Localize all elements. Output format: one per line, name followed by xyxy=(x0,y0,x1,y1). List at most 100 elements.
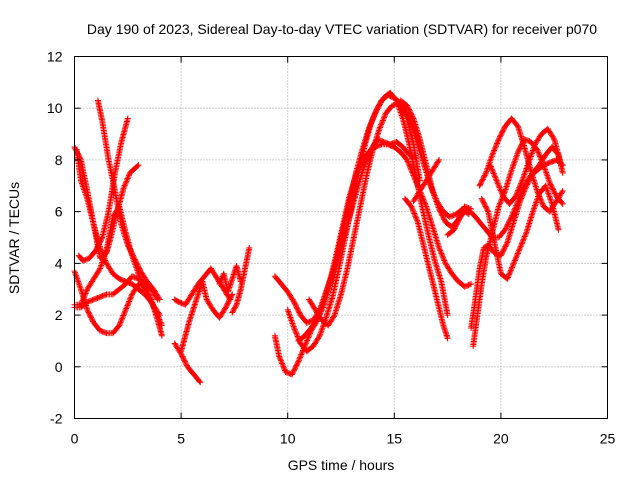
data-point xyxy=(121,183,128,190)
y-tick-label: 0 xyxy=(55,359,63,375)
data-point xyxy=(118,276,125,283)
data-point xyxy=(515,186,522,193)
data-point xyxy=(289,370,296,377)
data-point xyxy=(477,181,484,188)
data-point xyxy=(441,258,448,265)
data-point xyxy=(386,141,393,148)
data-point xyxy=(516,183,523,190)
data-point xyxy=(99,292,106,299)
series-s26 xyxy=(487,125,564,207)
data-point xyxy=(353,171,360,178)
data-point xyxy=(83,256,90,263)
data-point xyxy=(492,144,499,151)
data-point xyxy=(222,305,229,312)
data-point xyxy=(498,129,505,136)
data-point xyxy=(517,244,524,251)
data-point xyxy=(146,296,153,303)
data-point xyxy=(391,101,398,108)
data-point xyxy=(537,153,544,160)
chart-title: Day 190 of 2023, Sidereal Day-to-day VTE… xyxy=(87,21,597,37)
data-point xyxy=(509,164,516,171)
data-point xyxy=(477,180,484,187)
data-point xyxy=(509,165,516,172)
data-point xyxy=(180,354,187,361)
data-point xyxy=(403,155,410,162)
data-point xyxy=(357,161,364,168)
data-point xyxy=(377,123,384,130)
data-point xyxy=(489,150,496,157)
data-point xyxy=(413,214,420,221)
data-point xyxy=(404,156,411,163)
data-point xyxy=(305,319,312,326)
x-tick-label: 20 xyxy=(493,431,509,447)
data-point xyxy=(96,239,103,246)
data-point xyxy=(531,204,538,211)
data-point xyxy=(507,215,514,222)
data-point xyxy=(439,212,446,219)
data-point xyxy=(535,149,542,156)
series-s11 xyxy=(229,244,253,316)
data-point xyxy=(466,281,473,288)
data-point xyxy=(492,174,499,181)
data-point xyxy=(294,306,301,313)
data-point xyxy=(141,286,148,293)
data-point xyxy=(293,362,300,369)
data-point xyxy=(468,281,475,288)
data-point xyxy=(381,114,388,121)
data-point xyxy=(88,297,95,304)
data-point xyxy=(536,152,543,159)
data-point xyxy=(493,141,500,148)
data-point xyxy=(412,213,419,220)
data-point xyxy=(538,156,545,163)
data-point xyxy=(510,260,517,267)
data-point xyxy=(409,206,416,213)
data-point xyxy=(547,181,554,188)
data-point xyxy=(304,337,311,344)
data-point xyxy=(499,128,506,135)
data-point xyxy=(511,257,518,264)
data-point xyxy=(295,308,302,315)
data-point xyxy=(512,193,519,200)
data-point xyxy=(409,114,416,121)
data-point xyxy=(549,185,556,192)
data-point xyxy=(128,292,135,299)
data-point xyxy=(436,246,443,253)
x-tick-label: 5 xyxy=(177,431,185,447)
data-point xyxy=(118,318,125,325)
data-point xyxy=(291,366,298,373)
data-point xyxy=(516,184,523,191)
data-point xyxy=(280,363,287,370)
data-point xyxy=(292,363,299,370)
data-point xyxy=(407,110,414,117)
data-point xyxy=(358,159,365,166)
data-point xyxy=(451,225,458,232)
data-point xyxy=(502,226,509,233)
data-point xyxy=(282,368,289,375)
data-point xyxy=(126,297,133,304)
data-point xyxy=(246,244,253,251)
data-point xyxy=(181,357,188,364)
data-point xyxy=(494,140,501,147)
data-point xyxy=(297,354,304,361)
data-point xyxy=(196,378,203,385)
data-point xyxy=(488,164,495,171)
data-point xyxy=(501,246,508,253)
data-point xyxy=(356,163,363,170)
data-point xyxy=(93,295,100,302)
data-point xyxy=(520,189,527,196)
data-point xyxy=(498,190,505,197)
data-point xyxy=(453,221,460,228)
data-point xyxy=(436,244,443,251)
data-point xyxy=(437,208,444,215)
data-point xyxy=(490,169,497,176)
data-point xyxy=(542,168,549,175)
data-point xyxy=(230,306,237,313)
data-point xyxy=(75,278,82,285)
data-point xyxy=(480,199,487,206)
data-point xyxy=(487,156,494,163)
data-point xyxy=(155,310,162,317)
data-point xyxy=(135,270,142,277)
data-point xyxy=(378,120,385,127)
data-point xyxy=(520,236,527,243)
data-point xyxy=(408,166,415,173)
